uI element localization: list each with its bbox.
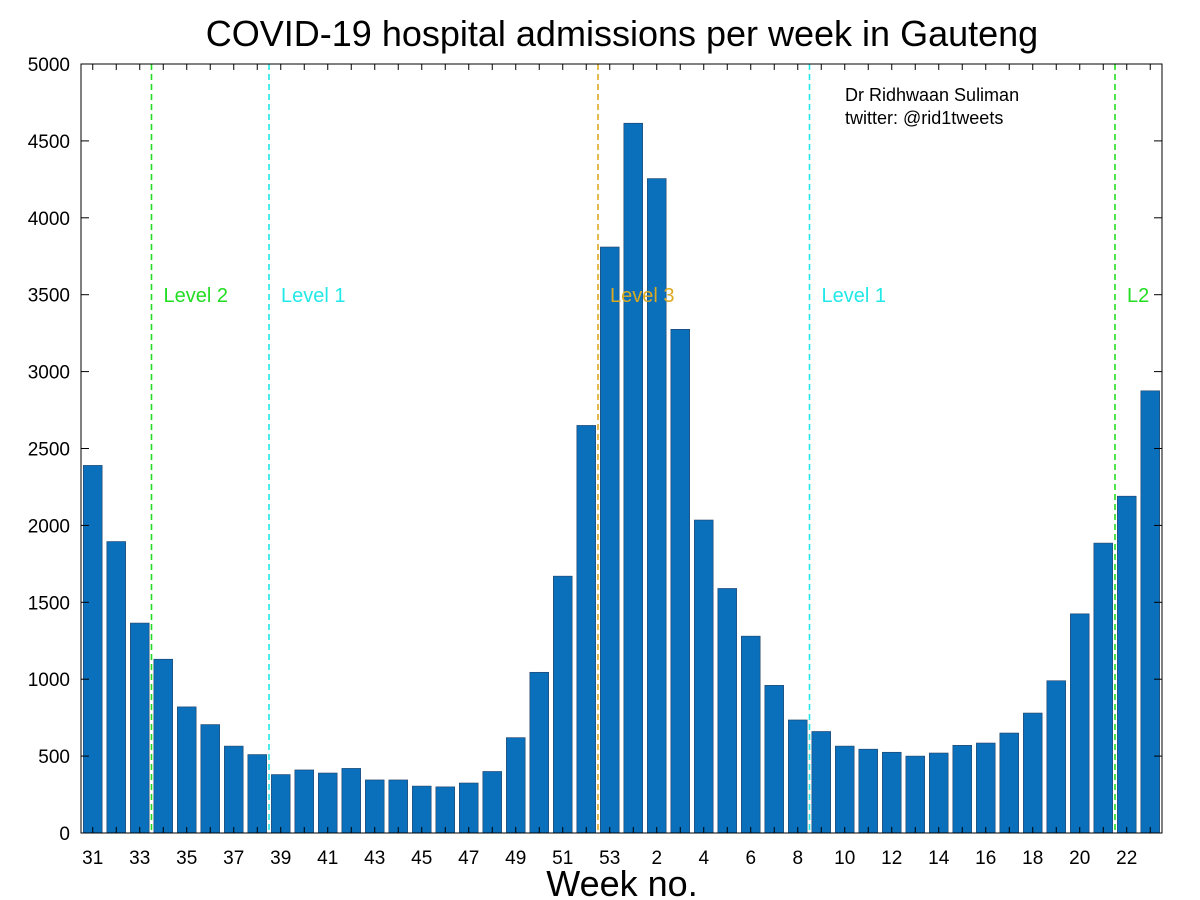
level-label-3: Level 3 [610,285,675,307]
y-tick-label: 0 [59,824,70,845]
bar-week-14 [929,752,949,834]
bar-week-38 [247,754,267,834]
bar-week-17 [999,732,1019,834]
x-tick-label: 20 [1069,848,1090,869]
bar-week-18 [1023,712,1043,834]
bar-week-4 [694,519,714,834]
y-tick-label: 1500 [28,593,70,614]
y-tick-label: 1000 [28,670,70,691]
level-label-5: L2 [1127,285,1149,307]
bar-week-9 [811,731,831,834]
x-tick-label: 37 [223,848,244,869]
bar-week-19 [1046,680,1066,834]
y-tick-label: 4000 [28,209,70,230]
level-label-1: Level 2 [164,285,229,307]
x-tick-label: 43 [364,848,385,869]
bar-week-44 [388,779,408,834]
author-annotation: Dr Ridhwaan Suliman [845,85,1019,105]
y-tick-label: 3500 [28,286,70,307]
bar-week-39 [271,774,291,834]
y-tick-label: 2000 [28,516,70,537]
x-tick-label: 39 [270,848,291,869]
x-tick-label: 45 [411,848,432,869]
bar-week-47 [459,782,479,834]
bar-week-20 [1070,613,1090,834]
x-tick-label: 53 [599,848,620,869]
bar-week-6 [741,635,761,834]
bar-week-37 [224,745,244,834]
bar-week-33 [130,622,150,834]
bar-week-53 [600,246,620,834]
bar-week-43 [365,779,385,834]
level-label-2: Level 1 [281,285,346,307]
bar-week-5 [717,588,737,834]
bar-week-49 [506,737,526,834]
bar-week-22 [1117,495,1137,834]
x-tick-label: 4 [698,848,709,869]
y-tick-label: 4500 [28,132,70,153]
bar-week-3 [670,329,690,834]
y-tick-label: 500 [38,747,70,768]
bar-week-1 [623,122,643,834]
x-tick-label: 41 [317,848,338,869]
x-axis-label: Week no. [546,863,697,900]
x-tick-label: 47 [458,848,479,869]
bar-week-36 [200,724,220,834]
y-tick-label: 3000 [28,363,70,384]
bar-week-40 [294,769,314,834]
y-tick-label: 2500 [28,440,70,461]
bar-week-12 [882,751,902,834]
bar-week-45 [412,785,432,834]
twitter-annotation: twitter: @rid1tweets [845,108,1003,128]
x-tick-label: 35 [176,848,197,869]
bar-week-50 [529,671,549,834]
x-tick-label: 16 [975,848,996,869]
x-tick-label: 8 [792,848,803,869]
x-tick-label: 18 [1022,848,1043,869]
bar-week-51 [553,575,573,834]
bar-week-48 [482,771,502,834]
x-tick-label: 49 [505,848,526,869]
bar-week-46 [435,786,455,834]
bar-week-15 [952,745,972,834]
x-tick-label: 31 [82,848,103,869]
bars-group [83,122,1160,834]
level-lines-group: Level 2 Level 1 Level 3 Level 1 L2 [150,64,1149,833]
x-tick-label: 2 [651,848,662,869]
bar-week-13 [905,755,925,834]
bar-week-42 [341,768,361,834]
y-tick-label: 5000 [28,55,70,76]
axes-group: 0 500 1000 1500 2000 2500 3000 3500 4000 4500 5000… [28,55,1163,869]
x-tick-label: 33 [129,848,150,869]
chart-title: COVID-19 hospital admissions per week in… [206,13,1038,54]
bar-week-41 [318,772,338,834]
bar-week-16 [976,742,996,834]
x-tick-label: 14 [928,848,950,869]
bar-week-52 [576,425,596,834]
x-tick-label: 6 [745,848,756,869]
x-tick-label: 10 [834,848,855,869]
bar-week-23 [1140,390,1160,834]
bar-week-31 [83,465,103,834]
bar-week-7 [764,685,784,834]
bar-week-11 [858,748,878,834]
bar-week-32 [106,541,126,834]
bar-week-8 [788,719,808,834]
bar-week-10 [835,745,855,834]
level-label-4: Level 1 [822,285,887,307]
plot-frame [80,63,1163,834]
x-tick-label: 12 [881,848,902,869]
bar-week-2 [647,178,667,834]
bar-week-34 [153,658,173,834]
x-tick-label: 22 [1116,848,1137,869]
x-tick-label: 51 [552,848,573,869]
bar-week-35 [177,706,197,834]
bar-week-21 [1093,542,1113,834]
